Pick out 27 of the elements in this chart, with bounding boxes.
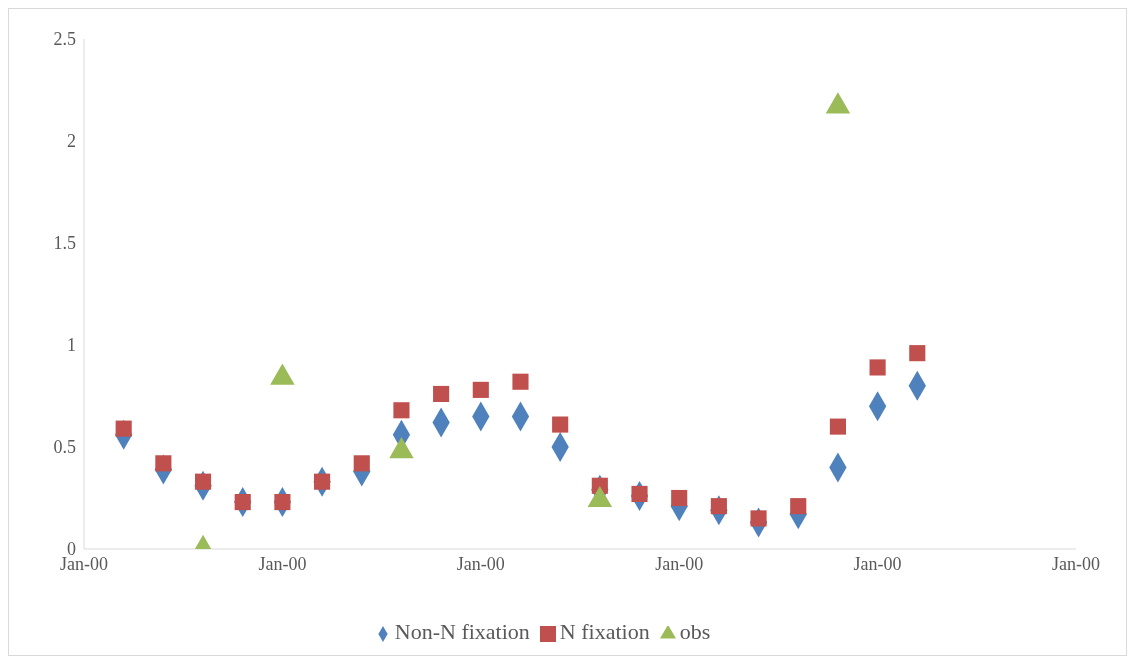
x-tick-label: Jan-00 <box>258 553 307 574</box>
x-tick-label: Jan-00 <box>655 553 704 574</box>
legend-label: Non-N fixation <box>394 619 530 644</box>
y-tick-label: 2.5 <box>53 29 76 50</box>
y-tick-label: 1.5 <box>53 233 76 254</box>
legend-label: obs <box>679 619 711 644</box>
point <box>194 473 212 490</box>
legend-label: N fixation <box>559 619 650 644</box>
point <box>909 345 926 362</box>
y-tick-label: 2 <box>67 131 76 152</box>
y-tick-label: 0 <box>67 539 76 560</box>
point <box>393 402 410 419</box>
point <box>552 416 569 433</box>
point <box>829 418 846 435</box>
y-tick-label: 1 <box>67 335 76 356</box>
point <box>512 373 529 390</box>
point <box>869 359 886 376</box>
point <box>353 455 370 472</box>
point <box>631 485 648 502</box>
point <box>433 385 450 403</box>
point <box>671 489 688 507</box>
y-tick-label: 0.5 <box>53 437 76 458</box>
point <box>790 498 807 515</box>
x-tick-label: Jan-00 <box>456 553 505 574</box>
point <box>472 381 489 398</box>
x-tick-label: Jan-00 <box>853 553 902 574</box>
x-tick-label: Jan-00 <box>1052 553 1100 574</box>
